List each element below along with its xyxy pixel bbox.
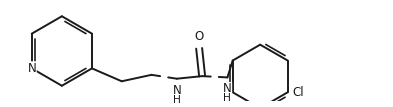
Text: O: O: [195, 30, 204, 43]
Text: H: H: [224, 93, 231, 103]
Text: N: N: [223, 82, 232, 95]
Text: H: H: [173, 95, 181, 105]
Text: N: N: [28, 62, 36, 75]
Text: Cl: Cl: [293, 86, 304, 99]
Text: N: N: [173, 84, 181, 97]
